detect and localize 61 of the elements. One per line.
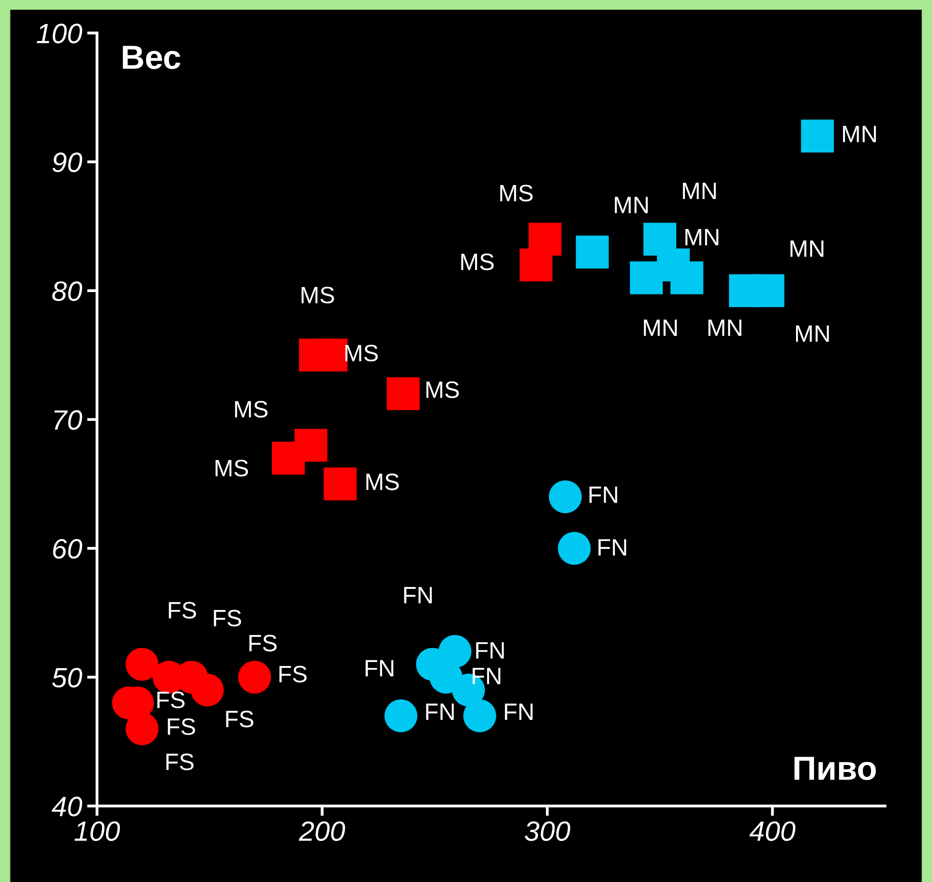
data-label: MS bbox=[216, 460, 248, 476]
y-tick-label: 90 bbox=[52, 152, 82, 172]
data-label: MS bbox=[426, 381, 459, 398]
data-label: MN bbox=[682, 182, 716, 200]
y-tick-label: 80 bbox=[52, 281, 82, 302]
data-label: MN bbox=[614, 196, 648, 214]
y-tick-label: 40 bbox=[52, 796, 82, 816]
point bbox=[801, 120, 834, 152]
y-tick-label: 50 bbox=[52, 668, 82, 688]
point bbox=[670, 261, 704, 294]
point bbox=[386, 377, 420, 410]
x-axis-title: Пиво bbox=[794, 756, 876, 780]
point bbox=[630, 261, 663, 294]
data-label: FN bbox=[366, 660, 394, 676]
point bbox=[548, 480, 582, 514]
data-label: FS bbox=[249, 634, 277, 652]
y-tick-label: 70 bbox=[54, 410, 82, 430]
point bbox=[751, 274, 784, 308]
data-label: MN bbox=[685, 228, 718, 246]
y-axis-title: Вес bbox=[122, 46, 180, 70]
x-tick-label: 200 bbox=[298, 821, 346, 841]
point bbox=[384, 699, 418, 732]
data-label: MS bbox=[302, 286, 334, 304]
y-tick-label: 100 bbox=[36, 24, 82, 44]
data-label: MS bbox=[235, 400, 268, 418]
data-label: MN bbox=[843, 126, 876, 142]
data-label: FS bbox=[226, 710, 254, 728]
data-label: FN bbox=[504, 704, 533, 720]
point bbox=[126, 712, 158, 746]
point bbox=[272, 442, 305, 475]
data-label: MS bbox=[500, 184, 533, 202]
data-label: MN bbox=[708, 320, 742, 336]
data-label: FN bbox=[472, 668, 500, 684]
data-label: MS bbox=[461, 254, 494, 270]
x-tick-label: 300 bbox=[524, 821, 570, 841]
data-label: FS bbox=[279, 666, 307, 683]
point bbox=[126, 648, 158, 681]
data-label: MN bbox=[796, 326, 829, 342]
y-tick-label: 60 bbox=[53, 539, 82, 559]
data-label: MS bbox=[366, 474, 399, 490]
data-label: MN bbox=[644, 320, 677, 336]
point bbox=[324, 467, 357, 500]
data-label: FS bbox=[166, 754, 194, 770]
point bbox=[558, 532, 591, 565]
point bbox=[190, 674, 224, 706]
data-label: FS bbox=[168, 602, 196, 619]
data-label: FN bbox=[476, 642, 504, 659]
point bbox=[576, 236, 609, 268]
data-label: FS bbox=[214, 610, 242, 627]
point bbox=[520, 248, 552, 282]
data-label: FN bbox=[404, 587, 432, 604]
data-label: FS bbox=[157, 692, 185, 708]
point bbox=[463, 699, 496, 732]
data-label: FN bbox=[598, 539, 626, 556]
data-label: MN bbox=[790, 240, 824, 257]
data-label: FN bbox=[426, 704, 454, 720]
data-label: FS bbox=[168, 718, 196, 736]
point bbox=[238, 660, 272, 694]
x-tick-label: 100 bbox=[74, 821, 120, 841]
data-label: FN bbox=[590, 486, 618, 503]
x-tick-label: 400 bbox=[749, 821, 796, 841]
